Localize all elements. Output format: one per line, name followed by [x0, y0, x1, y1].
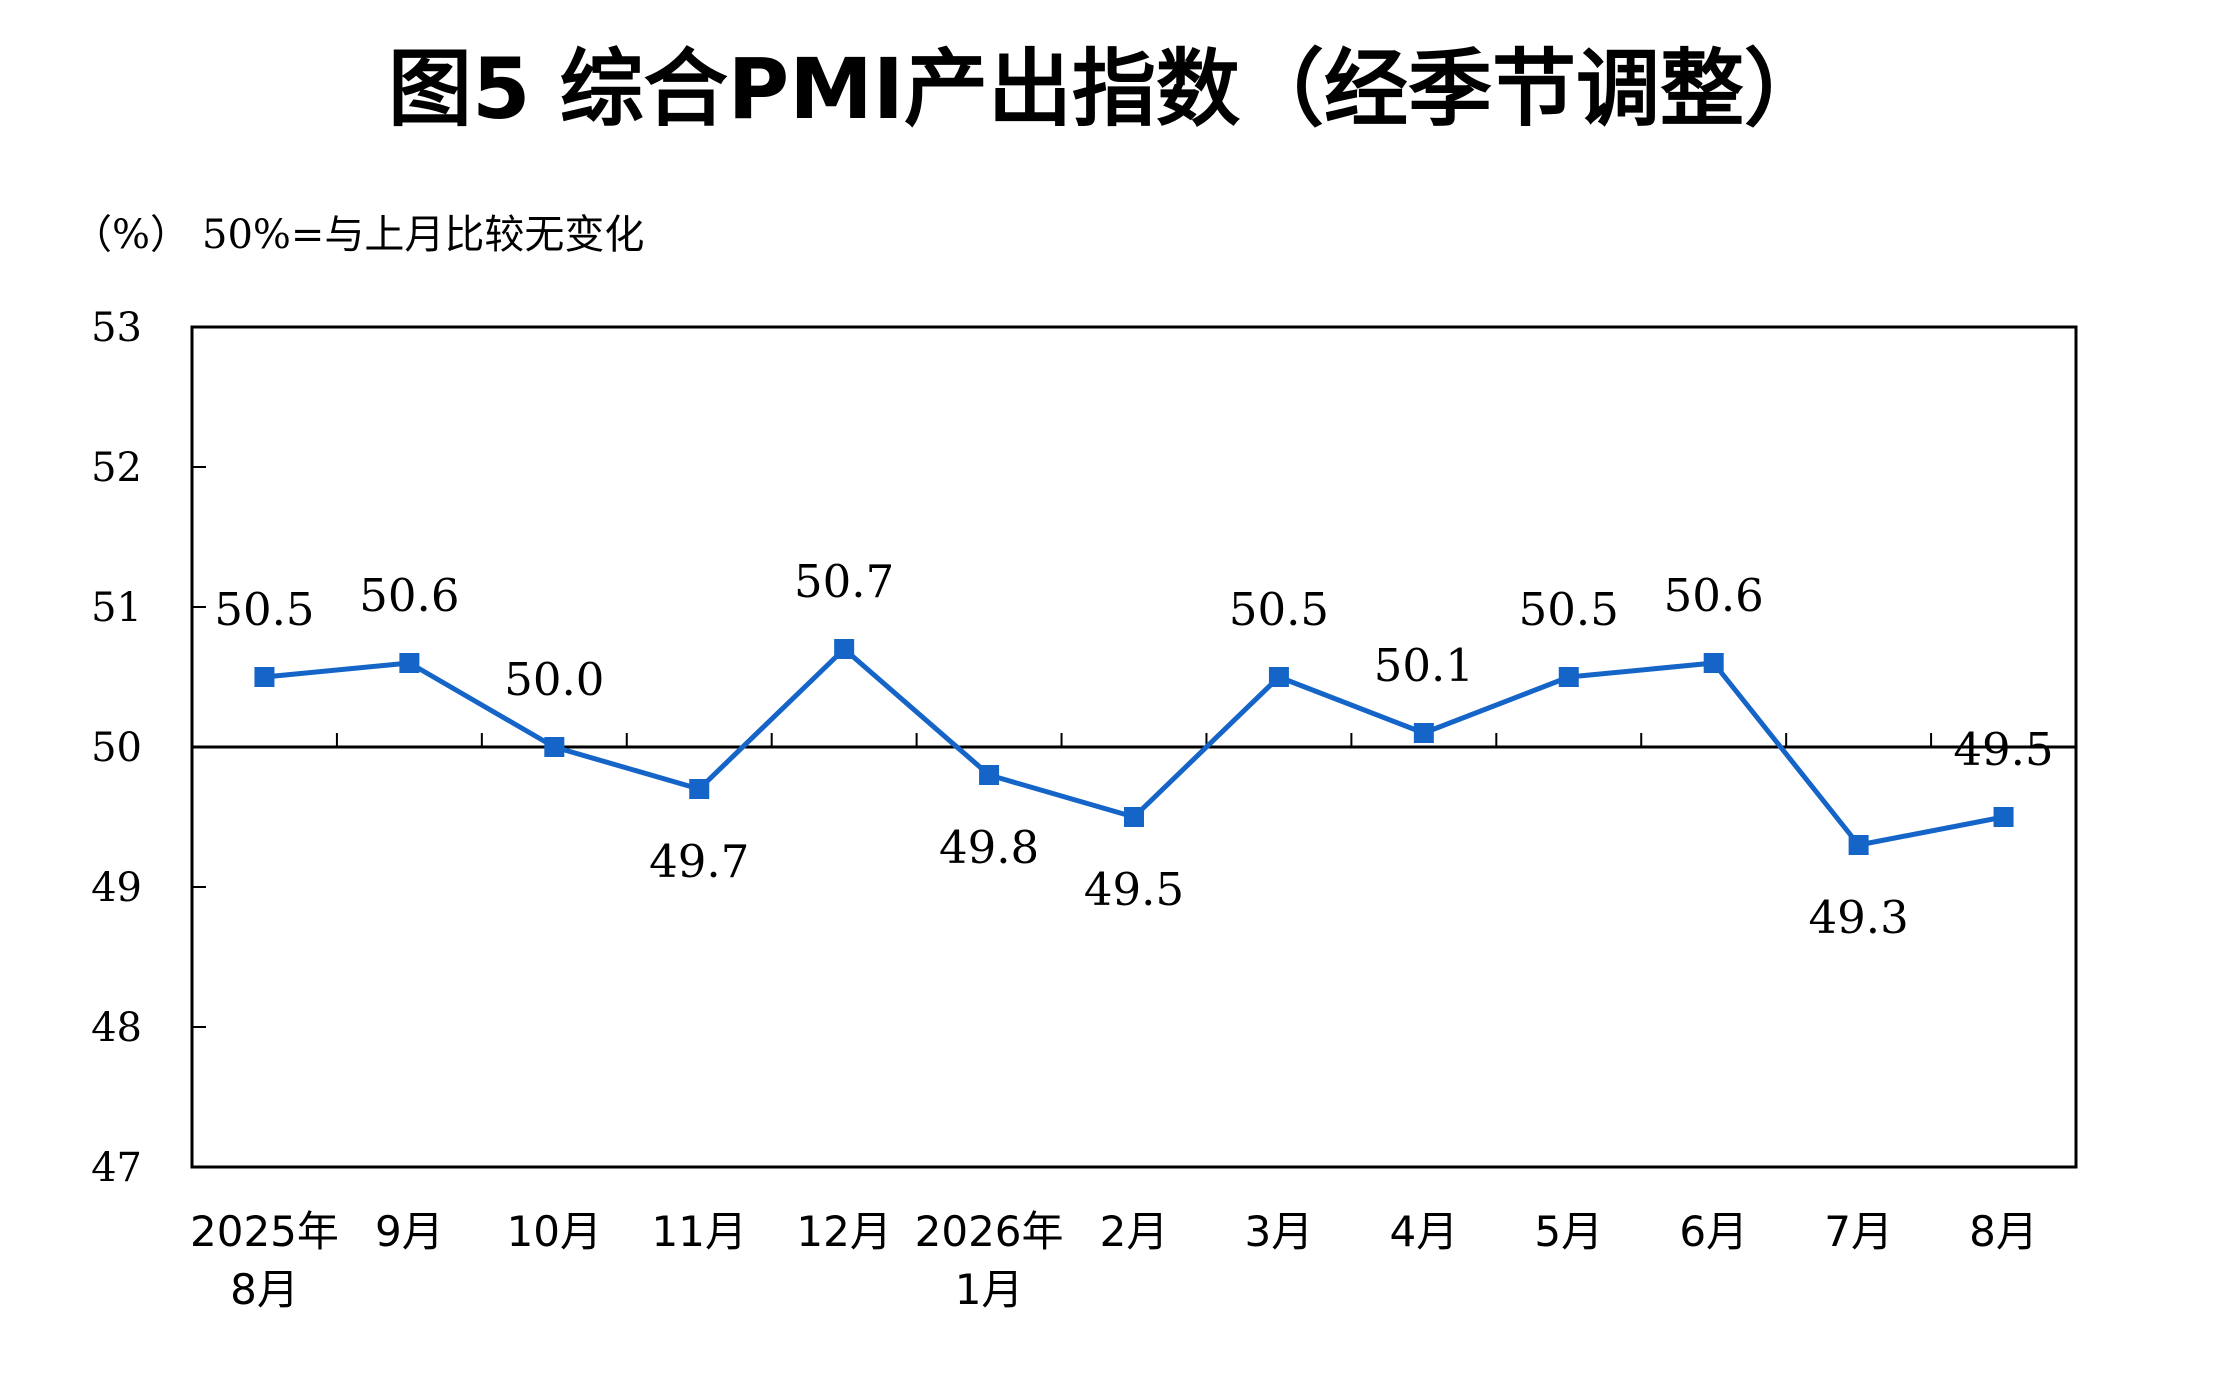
x-tick-label: 6月	[1679, 1207, 1748, 1256]
y-tick-label: 49	[91, 865, 142, 911]
x-tick-label: 7月	[1824, 1207, 1893, 1256]
y-tick-label: 53	[91, 305, 142, 351]
x-tick-label: 3月	[1245, 1207, 1314, 1256]
data-point-marker	[1848, 835, 1869, 855]
data-label: 49.8	[939, 821, 1039, 874]
data-point-marker	[1268, 667, 1289, 687]
data-point-marker	[689, 779, 710, 799]
x-tick-label: 4月	[1389, 1207, 1458, 1256]
x-tick-label: 1月	[955, 1265, 1024, 1314]
data-point-marker	[1558, 667, 1579, 687]
x-tick-label: 9月	[375, 1207, 444, 1256]
y-tick-label: 52	[91, 445, 142, 491]
data-label: 49.5	[1953, 723, 2053, 776]
x-tick-label: 2月	[1100, 1207, 1169, 1256]
data-label: 50.7	[794, 555, 894, 608]
data-label: 50.5	[1229, 583, 1329, 636]
x-axis-ticks: 2025年 8月 9月 10月 11月 12月 2026年 1月 2月 3月 4月 5月 6月 7月 8月	[190, 733, 2038, 1314]
data-point-marker	[1124, 807, 1144, 827]
y-tick-label: 51	[91, 585, 142, 631]
x-tick-label: 11月	[652, 1207, 747, 1256]
data-label: 49.3	[1809, 891, 1909, 944]
data-label: 49.7	[649, 835, 749, 888]
data-label: 50.6	[359, 569, 459, 622]
x-tick-label: 10月	[507, 1207, 602, 1256]
x-tick-label: 8月	[230, 1265, 299, 1314]
x-tick-label: 8月	[1969, 1207, 2038, 1256]
y-axis-ticks: 53 52 51 50 49 48 47	[91, 305, 206, 1191]
y-tick-label: 48	[91, 1005, 142, 1051]
data-label: 50.6	[1664, 569, 1764, 622]
data-point-marker	[1703, 653, 1724, 673]
data-label-layer: 50.5 50.6 50.0 49.7 50.7 49.8 49.5 50.5 50.1 50.5…	[214, 555, 2053, 944]
y-tick-label: 50	[91, 725, 142, 771]
data-point-marker	[544, 737, 565, 757]
x-tick-label: 2026年	[915, 1207, 1064, 1256]
data-label: 50.5	[214, 583, 314, 636]
data-point-marker	[834, 639, 855, 659]
data-label: 50.5	[1519, 583, 1619, 636]
x-tick-label: 2025年	[190, 1207, 339, 1256]
chart-title: 图5 综合PMI产出指数（经季节调整）	[388, 40, 1828, 138]
y-unit-label: （%）	[72, 212, 190, 258]
x-tick-label: 5月	[1534, 1207, 1603, 1256]
data-label: 50.1	[1374, 639, 1474, 692]
y-tick-label: 47	[91, 1145, 142, 1191]
data-point-marker	[979, 765, 1000, 785]
data-point-marker	[399, 653, 420, 673]
data-label: 49.5	[1084, 863, 1184, 916]
reference-note: 50%=与上月比较无变化	[202, 212, 644, 258]
series-layer	[254, 639, 2014, 855]
data-point-marker	[1993, 807, 2014, 827]
data-point-marker	[254, 667, 275, 687]
data-point-marker	[1413, 723, 1434, 743]
data-label: 50.0	[504, 653, 604, 706]
x-tick-label: 12月	[796, 1207, 891, 1256]
